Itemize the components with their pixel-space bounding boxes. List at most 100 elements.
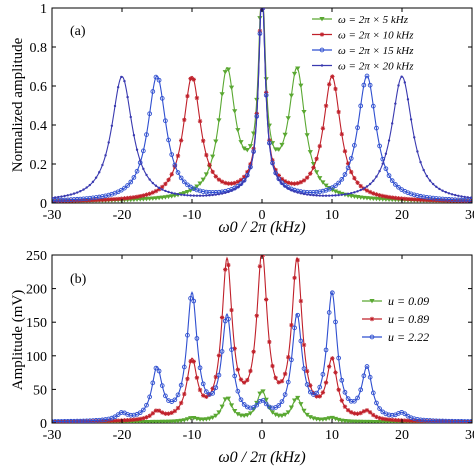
panel-a-series-1-point (349, 169, 354, 175)
panel-a-series-3-point (211, 193, 214, 197)
panel-b-series-1-point (229, 307, 234, 313)
panel-a-legend: ω = 2π × 5 kHz ω = 2π × 10 kHz ω = 2π × 15… (312, 14, 414, 73)
panel-b-series-1-point (427, 419, 433, 423)
panel-a-series-1-point (156, 187, 162, 192)
panel-a-series-2-point (358, 103, 364, 109)
panel-a-series-1-point (355, 180, 360, 185)
panel-b-series-1-point (371, 412, 376, 418)
panel-a-series-3-point (280, 182, 284, 185)
panel-a-series-3-point (205, 194, 208, 197)
panel-a-series-3-point (293, 190, 296, 193)
panel-a-series-3-point (126, 95, 129, 99)
panel-b-series-1-point (333, 370, 338, 375)
panel-b-series-0-point (263, 397, 269, 403)
panel-a-series-0-point (222, 70, 228, 75)
panel-a-series-3-point (299, 192, 303, 195)
panel-a-legend-item: ω = 2π × 10 kHz (312, 30, 414, 42)
panel-a-series-3-point (214, 193, 217, 196)
panel-a-series-1-point (194, 95, 200, 101)
panel-b-series-2-point (421, 417, 427, 423)
panel-b-series-1-point (361, 409, 367, 414)
panel-a-series-2-point (59, 197, 64, 203)
panel-b-series-0-point (225, 396, 231, 401)
panel-a-series-1-point (443, 198, 448, 203)
panel-a-series-1-point (333, 86, 338, 92)
panel-a-series-3-point (365, 185, 369, 188)
panel-a-series-0-point (238, 140, 244, 145)
panel-b-series-0-point (228, 403, 235, 408)
panel-b-series-0-point (206, 416, 213, 422)
panel-b-series-2-point (279, 399, 285, 404)
panel-a-series-3-point (309, 193, 312, 197)
panel-b-y-tick-label: 250 (26, 249, 47, 264)
panel-b-series-1-point (191, 359, 196, 364)
panel-b-series-2-point (389, 412, 395, 418)
panel-a-series-2-point (93, 195, 99, 200)
panel-b-y-tick-label: 150 (26, 316, 47, 331)
panel-a-series-2-point (90, 195, 96, 201)
panel-a-series-2-point (87, 195, 93, 201)
panel-a-series-2-point (156, 77, 162, 83)
panel-b-series-2-point (411, 416, 417, 422)
panel-b-series-1-point (241, 380, 247, 385)
panel-b-series-2-point (144, 402, 149, 408)
panel-a-series-1-point (71, 198, 77, 203)
panel-b-chart: -30 -20 -10 0 10 20 30 0 50 100 150 200 250 (b) Amp… (10, 249, 474, 466)
panel-a-series-1-point (367, 189, 373, 195)
panel-b-series-2-point (112, 414, 118, 420)
panel-a-series-2-point (204, 189, 209, 195)
panel-b-series-0-point (241, 413, 247, 419)
panel-b-series-2-point (68, 418, 74, 423)
panel-a-series-3-point (198, 194, 202, 197)
panel-b-y-ticks: 0 50 100 150 200 250 (26, 249, 472, 432)
panel-a-series-2-point (411, 192, 417, 198)
panel-b-series-2-point (84, 418, 89, 423)
panel-a-chart: -30 -20 -10 0 10 20 30 0 0.2 0.4 0.6 0.8 1 (a) Norm… (10, 2, 474, 236)
panel-b-series-0-point (222, 397, 228, 402)
panel-b-series-2-point (204, 389, 209, 394)
panel-b-series-2-point (96, 417, 102, 423)
panel-a-series-1-point (147, 191, 152, 196)
panel-b-series-2-point (248, 405, 253, 411)
panel-b-series-2-point (131, 412, 137, 418)
panel-a-series-3-point (406, 98, 410, 101)
panel-b-series-1-point (115, 418, 121, 423)
panel-b-series-0-point (232, 409, 238, 414)
panel-a-series-1-point (408, 197, 414, 202)
panel-a-x-tick-label: 10 (325, 208, 339, 223)
panel-a-legend-label: ω = 2π × 15 kHz (338, 45, 414, 57)
panel-a-series-2-point (166, 137, 171, 143)
panel-a-series-3-point (98, 171, 101, 174)
panel-b-series-0-point (200, 417, 206, 422)
panel-b-series-1-point (286, 355, 291, 360)
panel-b-series-1-point (213, 374, 218, 380)
panel-b-series-2-point (200, 381, 206, 387)
panel-a-series-2-point (62, 197, 67, 203)
panel-a-series-2-point (181, 179, 187, 185)
panel-a-series-1-point (216, 177, 222, 182)
panel-b-legend-marker (369, 316, 375, 322)
panel-a-series-2-point (65, 197, 71, 203)
panel-a-series-1-point (415, 197, 420, 202)
panel-a-series-1-point (68, 198, 74, 203)
panel-a-series-3-point (384, 152, 388, 155)
panel-a-x-tick-label: 0 (259, 208, 266, 223)
panel-b-series-0-point (181, 418, 187, 423)
panel-b-series-1-point (134, 417, 140, 422)
panel-b-series-1-point (169, 410, 174, 415)
panel-b-series-1-point (276, 380, 281, 385)
panel-b-series-2-point (377, 406, 382, 411)
panel-b-series-1-point (383, 417, 389, 422)
panel-a-series-1-point (339, 131, 344, 137)
panel-b-series-1-point (304, 369, 310, 374)
panel-a-series-0-point (317, 176, 323, 181)
panel-a-series-2-point (361, 82, 367, 88)
panel-b-series-0-point (178, 418, 184, 423)
panel-a-legend-item: ω = 2π × 5 kHz (312, 14, 409, 26)
panel-b-x-tick-label: 0 (259, 428, 266, 443)
panel-a-series-2-point (421, 194, 427, 200)
panel-b-series-1-point (408, 418, 414, 423)
panel-a-series-1-point (358, 183, 363, 189)
panel-a-series-0-point (172, 193, 178, 199)
panel-a-series-3-point (422, 168, 425, 172)
